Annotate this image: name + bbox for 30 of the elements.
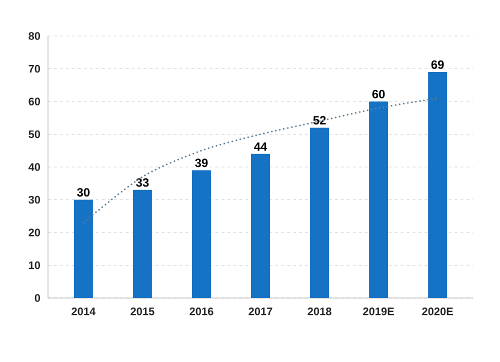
y-tick-label: 70 [28,64,40,73]
x-tick-label: 2016 [190,308,214,316]
data-label: 52 [313,116,326,125]
data-label: 44 [254,142,268,151]
x-tick-label: 2018 [308,308,332,316]
x-tick-label: 2017 [248,308,272,316]
x-tick-label: 2015 [130,308,154,316]
x-tick-label: 2014 [72,308,96,316]
bar [428,72,448,298]
y-tick-label: 30 [28,196,40,204]
bar [132,190,152,298]
bar [369,102,388,298]
bar [251,154,270,298]
bar [192,170,211,298]
data-label: 30 [77,188,90,197]
y-tick-label: 20 [28,228,40,236]
data-label: 33 [136,178,149,187]
data-label: 69 [431,60,444,69]
y-tick-label: 60 [28,98,40,106]
bar [310,128,330,298]
y-tick-label: 0 [34,294,40,302]
data-label: 39 [195,158,208,168]
y-tick-label: 40 [28,163,40,171]
x-tick-label: 2019E [363,308,394,316]
x-tick-label: 2020E [422,308,453,316]
data-label: 60 [372,90,385,98]
y-tick-label: 80 [28,32,40,40]
bar [74,200,93,298]
y-tick-label: 50 [28,130,40,138]
y-tick-label: 10 [28,261,40,270]
